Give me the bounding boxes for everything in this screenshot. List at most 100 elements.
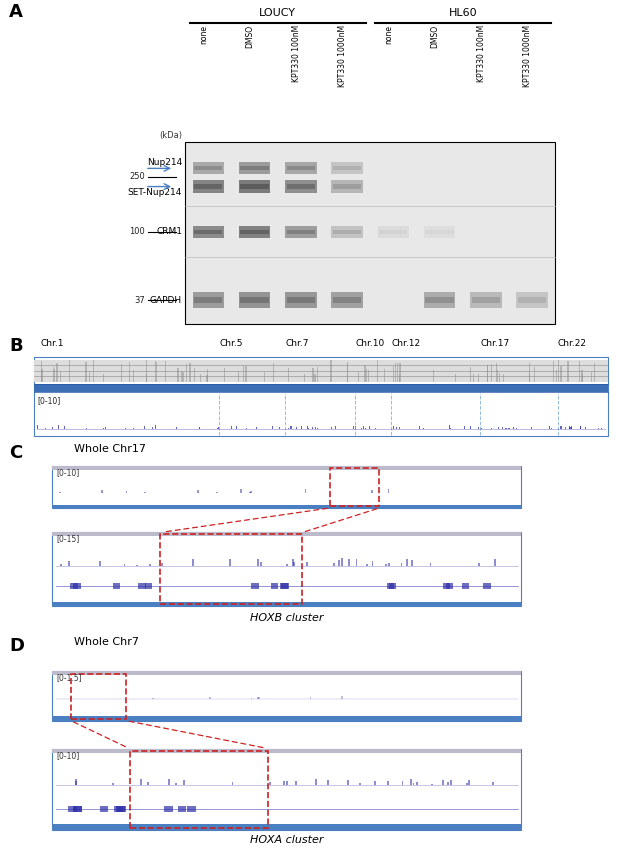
- Bar: [273, 363, 274, 382]
- Bar: [60, 371, 61, 382]
- Text: Chr.12: Chr.12: [391, 340, 420, 348]
- Bar: [73, 806, 81, 813]
- Bar: [341, 697, 343, 698]
- Bar: [100, 806, 109, 813]
- Bar: [285, 226, 317, 238]
- Bar: [285, 162, 317, 174]
- Bar: [531, 427, 532, 429]
- Bar: [549, 426, 550, 429]
- Bar: [175, 783, 177, 785]
- Text: Chr.17: Chr.17: [480, 340, 509, 348]
- Bar: [178, 806, 186, 813]
- Bar: [152, 426, 154, 429]
- Bar: [317, 428, 318, 429]
- Bar: [333, 298, 361, 303]
- Bar: [52, 716, 521, 721]
- Text: Whole Chr7: Whole Chr7: [74, 637, 139, 647]
- Bar: [147, 782, 149, 785]
- Bar: [146, 373, 147, 382]
- Bar: [34, 357, 608, 436]
- Bar: [365, 428, 366, 429]
- Bar: [105, 427, 106, 429]
- Bar: [103, 428, 104, 429]
- Bar: [60, 564, 62, 565]
- Bar: [187, 806, 196, 813]
- Bar: [379, 230, 407, 234]
- Bar: [168, 779, 170, 785]
- Text: KPT330 1000nM: KPT330 1000nM: [523, 25, 532, 87]
- Bar: [183, 372, 184, 382]
- Bar: [377, 360, 378, 382]
- Bar: [355, 426, 357, 429]
- Bar: [155, 426, 156, 429]
- Bar: [126, 491, 128, 493]
- Bar: [338, 560, 340, 565]
- Text: none: none: [199, 25, 209, 44]
- Bar: [206, 375, 207, 382]
- Bar: [129, 362, 130, 382]
- Bar: [358, 372, 359, 382]
- Bar: [286, 781, 288, 785]
- Bar: [498, 426, 499, 429]
- Text: C: C: [9, 444, 22, 462]
- Bar: [433, 370, 434, 382]
- Text: B: B: [9, 337, 23, 355]
- Bar: [133, 370, 135, 382]
- Bar: [241, 298, 268, 303]
- Bar: [601, 428, 602, 429]
- Bar: [52, 748, 521, 752]
- Bar: [116, 806, 125, 813]
- Bar: [359, 782, 361, 785]
- Bar: [121, 365, 122, 382]
- Bar: [442, 780, 444, 785]
- Bar: [209, 697, 211, 698]
- Bar: [355, 559, 357, 565]
- Bar: [231, 782, 233, 785]
- Bar: [293, 562, 295, 565]
- Bar: [138, 583, 146, 589]
- Bar: [300, 426, 302, 429]
- Text: Whole Chr17: Whole Chr17: [74, 444, 146, 454]
- Bar: [331, 162, 363, 174]
- Text: LOUCY: LOUCY: [259, 9, 296, 18]
- Bar: [102, 374, 104, 382]
- Bar: [239, 179, 270, 193]
- Bar: [331, 293, 363, 308]
- Bar: [194, 184, 222, 189]
- Bar: [133, 427, 135, 429]
- Bar: [366, 564, 368, 565]
- Bar: [571, 426, 573, 429]
- Bar: [579, 361, 581, 382]
- Bar: [260, 562, 262, 565]
- Bar: [249, 492, 251, 493]
- Bar: [144, 492, 146, 493]
- Bar: [455, 373, 456, 382]
- Bar: [89, 372, 90, 382]
- Bar: [333, 563, 335, 565]
- Text: 37: 37: [135, 296, 145, 305]
- Bar: [287, 184, 315, 189]
- Bar: [310, 697, 312, 698]
- Bar: [516, 428, 518, 429]
- Text: HOXA cluster: HOXA cluster: [250, 835, 324, 845]
- FancyArrowPatch shape: [129, 722, 266, 748]
- Bar: [397, 363, 398, 382]
- Bar: [508, 427, 510, 429]
- Bar: [558, 360, 560, 382]
- Bar: [56, 363, 57, 382]
- Bar: [580, 426, 581, 429]
- Bar: [416, 782, 418, 785]
- Bar: [271, 583, 278, 589]
- Bar: [423, 427, 424, 429]
- Bar: [279, 427, 280, 429]
- Bar: [281, 583, 289, 589]
- Bar: [250, 492, 252, 493]
- Bar: [375, 782, 376, 785]
- Bar: [502, 426, 503, 429]
- Bar: [392, 426, 394, 429]
- Bar: [333, 230, 361, 234]
- Bar: [290, 426, 291, 429]
- Bar: [395, 363, 396, 382]
- Text: Chr.5: Chr.5: [219, 340, 242, 348]
- Bar: [218, 426, 219, 429]
